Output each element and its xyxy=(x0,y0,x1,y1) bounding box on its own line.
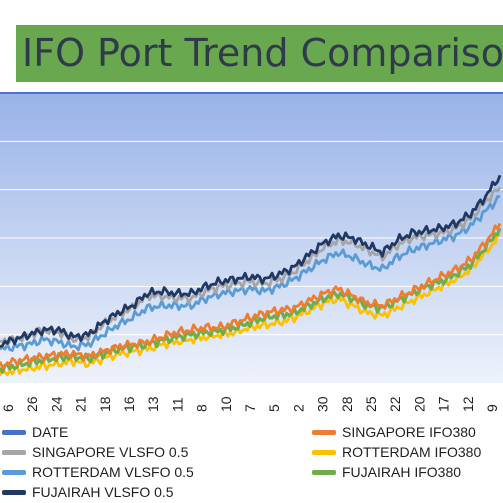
x-tick-label: 8 xyxy=(194,404,210,412)
legend-label: FUJAIRAH VLSFO 0.5 xyxy=(32,484,174,500)
x-tick-label: 25 xyxy=(363,396,379,412)
x-tick-label: 6 xyxy=(0,404,16,412)
x-tick-label: 9 xyxy=(484,404,500,412)
legend-swatch xyxy=(2,469,26,475)
x-tick-label: 12 xyxy=(460,396,476,412)
legend-label: SINGAPORE IFO380 xyxy=(342,424,476,440)
legend-swatch xyxy=(312,429,336,435)
x-tick-label: 17 xyxy=(436,396,452,412)
legend-swatch xyxy=(312,449,336,455)
legend-item: DATE xyxy=(2,422,68,442)
series-line-singapore-vlsfo-0-5 xyxy=(0,186,502,347)
legend-swatch xyxy=(312,469,336,475)
legend: DATE SINGAPORE IFO380 SINGAPORE VLSFO 0.5 R… xyxy=(0,422,503,503)
legend-label: DATE xyxy=(32,424,69,440)
legend-item: FUJAIRAH IFO380 xyxy=(312,462,461,482)
x-tick-label: 22 xyxy=(387,396,403,412)
x-tick-label: 10 xyxy=(218,396,234,412)
x-tick-label: 21 xyxy=(73,396,89,412)
x-tick-label: 30 xyxy=(315,396,331,412)
series-line-singapore-ifo380 xyxy=(0,222,502,370)
legend-label: ROTTERDAM VLSFO 0.5 xyxy=(32,464,194,480)
legend-label: ROTTERDAM IFO380 xyxy=(342,444,482,460)
x-tick-label: 2 xyxy=(290,404,306,412)
x-tick-label: 24 xyxy=(48,396,64,412)
legend-item: FUJAIRAH VLSFO 0.5 xyxy=(2,482,174,502)
chart-title: IFO Port Trend Compariso xyxy=(22,31,503,75)
x-tick-label: 7 xyxy=(242,404,258,412)
legend-item: ROTTERDAM VLSFO 0.5 xyxy=(2,462,194,482)
chart-title-banner: IFO Port Trend Compariso xyxy=(16,25,503,82)
x-tick-label: 5 xyxy=(266,404,282,412)
legend-label: SINGAPORE VLSFO 0.5 xyxy=(32,444,189,460)
x-tick-label: 11 xyxy=(169,397,185,412)
series-line-rotterdam-vlsfo-0-5 xyxy=(0,195,501,352)
x-tick-label: 28 xyxy=(339,396,355,412)
legend-item: ROTTERDAM IFO380 xyxy=(312,442,481,462)
legend-swatch xyxy=(2,449,26,455)
legend-swatch xyxy=(2,429,26,435)
legend-label: FUJAIRAH IFO380 xyxy=(342,464,462,480)
legend-item: SINGAPORE VLSFO 0.5 xyxy=(2,442,188,462)
x-tick-label: 16 xyxy=(121,396,137,412)
x-tick-label: 18 xyxy=(97,396,113,412)
x-tick-label: 13 xyxy=(145,396,161,412)
series-line-fujairah-vlsfo-0-5 xyxy=(0,174,502,349)
legend-swatch xyxy=(2,489,26,495)
x-tick-label: 20 xyxy=(411,396,427,412)
x-tick-label: 26 xyxy=(24,396,40,412)
legend-item: SINGAPORE IFO380 xyxy=(312,422,476,442)
